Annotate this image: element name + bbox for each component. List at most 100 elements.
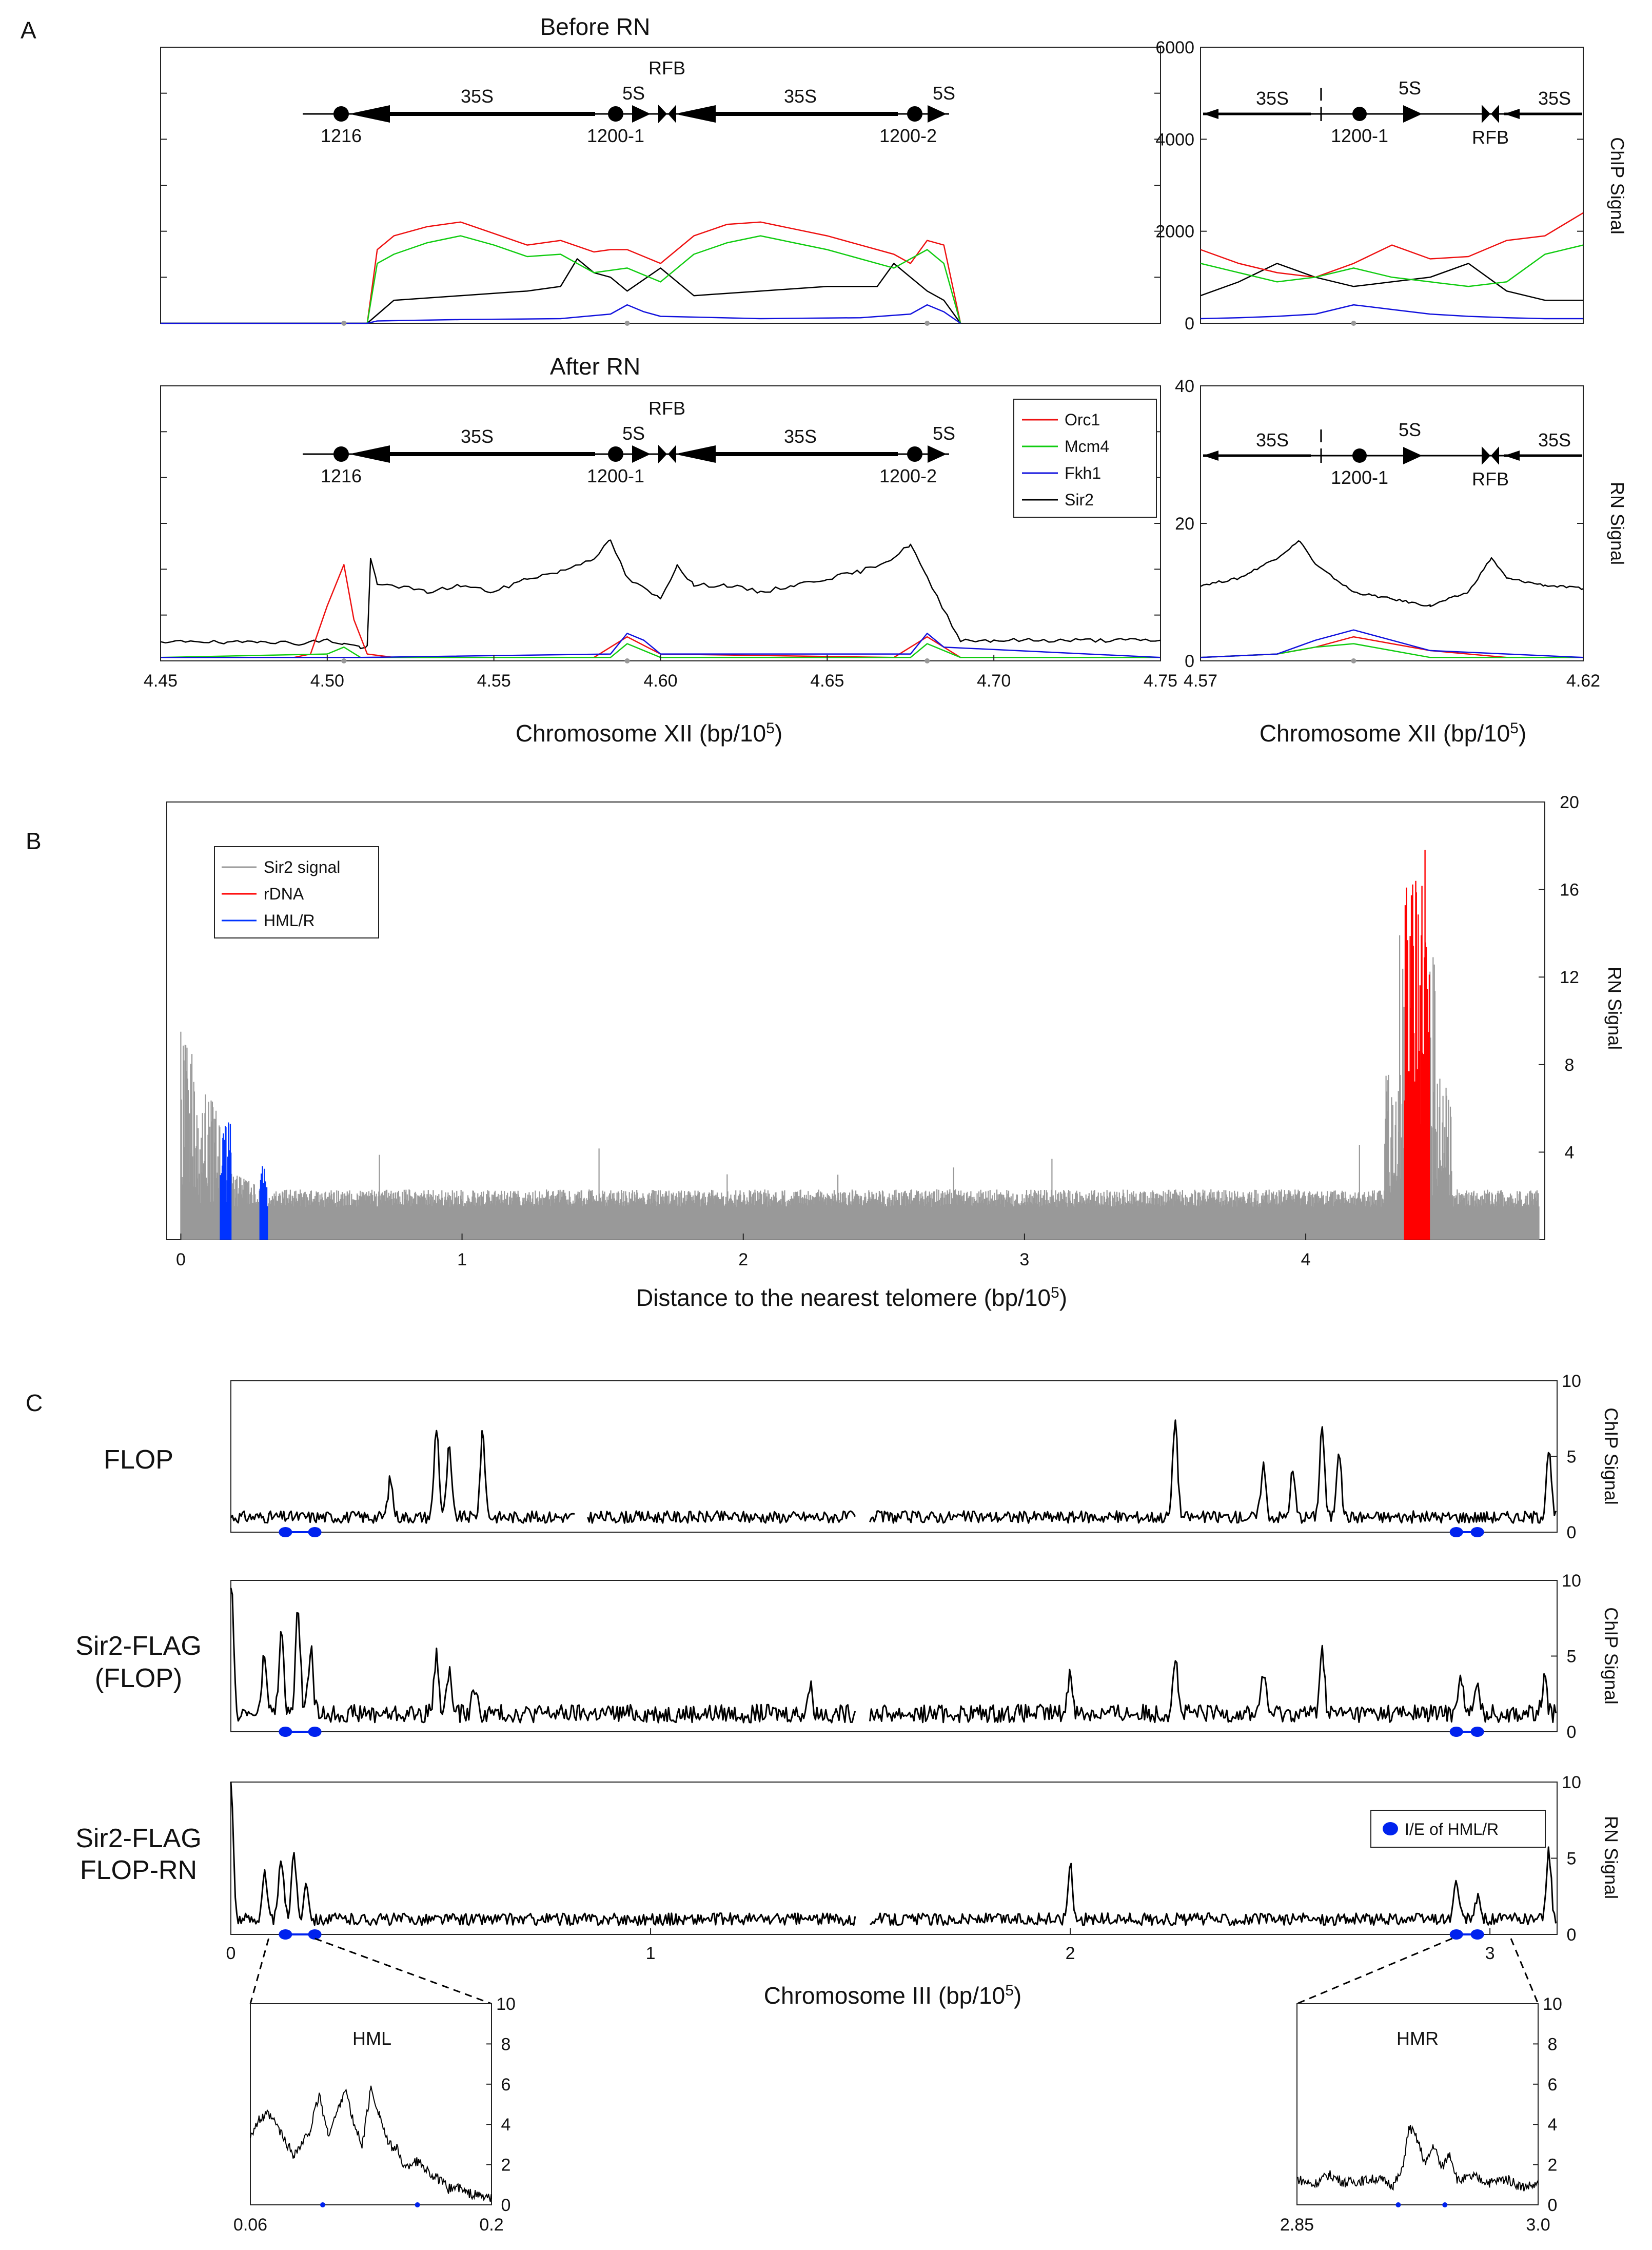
protein-legend: Orc1 Mcm4 Fkh1 Sir2 [1013, 399, 1157, 518]
rdna-35s-label: 35S [1538, 88, 1571, 109]
legend-label-sir2: Sir2 [1065, 491, 1094, 509]
series-sir2-line [160, 539, 1161, 650]
before-rn-zoom-rdna-map: 35S I 1200-1 5S RFB 35S [1203, 77, 1582, 148]
series-mcm4-line [160, 643, 1161, 658]
origin-dot [624, 321, 630, 326]
series-fkh1-line [161, 633, 1161, 658]
chromosome-xii-zoom-axis-title: Chromosome XII (bp/105) [1260, 720, 1526, 747]
x-tick-label: 0.2 [479, 2215, 503, 2235]
hml-inset-axes: 0 2 4 6 8 10 0.06 0.2 [233, 1994, 516, 2235]
x-tick-label: 4.55 [477, 671, 511, 691]
inset-signal-line [1296, 2125, 1539, 2192]
chromosome-iii-axis-title: Chromosome III (bp/105) [764, 1982, 1021, 2009]
rdna-35s-label: 35S [784, 86, 817, 107]
ars-1216-dot [333, 446, 349, 462]
before-rn-title: Before RN [540, 13, 651, 40]
ars-1200-1-label: 1200-1 [587, 465, 644, 486]
inset-marker [1395, 2202, 1401, 2207]
series-sir2-line [1200, 540, 1584, 608]
x-tick-label: 4.70 [977, 671, 1011, 691]
legend-label: rDNA [264, 885, 304, 903]
ars-1200-1-label: 1200-1 [1331, 125, 1388, 146]
series-fkh1-line [1200, 629, 1584, 658]
hmr-inset-title: HMR [1397, 2028, 1439, 2049]
series-orc1-line [161, 564, 1161, 658]
hml-hmr-legend: I/E of HML/R [1370, 1810, 1546, 1848]
legend-label-mcm4: Mcm4 [1065, 437, 1109, 456]
ars-1200-2-label: 1200-2 [879, 465, 937, 486]
flop-plot [230, 1419, 1557, 1537]
x-tick-label: 2 [1066, 1944, 1075, 1963]
series-orc1-line [161, 221, 961, 324]
rfb-mark [1482, 105, 1490, 123]
hml-inset-title: HML [352, 2028, 391, 2049]
sir2-flag-rn-plot [230, 1782, 1557, 1940]
y-tick-label: 0 [1548, 2196, 1558, 2215]
y-tick-label: 10 [1562, 1372, 1581, 1391]
legend-label-orc1: Orc1 [1065, 410, 1100, 429]
after-rn-zoom-rdna-map: 35S I 1200-1 5S RFB 35S [1203, 419, 1582, 490]
panel-letter-b: B [26, 828, 42, 854]
legend-label: Sir2 signal [264, 858, 340, 876]
y-tick-label: 0 [1567, 1723, 1577, 1742]
x-tick-label: 0.06 [233, 2215, 267, 2235]
rdna-5s-arrowhead [632, 105, 651, 123]
series-fkh1-line [161, 304, 961, 324]
rdna-35s-label: 35S [1256, 429, 1289, 451]
rfb-mark [658, 105, 667, 123]
rdna-35s-label: 35S [461, 426, 494, 447]
y-tick-label: 5 [1567, 1647, 1577, 1667]
sir2-flag-rn-plot-frame [230, 1782, 1558, 1935]
y-tick-label: 0 [1567, 1523, 1577, 1542]
rdna-5s-arrowhead [1403, 447, 1422, 464]
hmr-inset-axes: 0 2 4 6 8 10 2.85 3.0 [1280, 1994, 1562, 2235]
x-tick-label: 3 [1019, 1250, 1029, 1269]
origin-dot [925, 658, 930, 663]
y-tick-label: 5 [1567, 1447, 1577, 1467]
y-tick-label: 20 [1175, 514, 1194, 534]
row-label-sir2-flag: Sir2-FLAG (FLOP) [75, 1631, 202, 1693]
before-rn-zoom-plot-frame [1200, 47, 1584, 324]
ars-1200-2-dot [907, 446, 922, 462]
y-tick-label: 0 [1185, 652, 1194, 671]
x-tick-label: 4 [1301, 1250, 1311, 1269]
after-rn-plot-frame [160, 385, 1161, 661]
sir2-flag-rn-axis: 0 5 10 [1551, 1773, 1581, 1945]
chromosome-xii-axis-title: Chromosome XII (bp/105) [516, 720, 782, 747]
signal-line [230, 1588, 1557, 1724]
zoom-line [249, 1938, 270, 2004]
y-tick-label: 10 [1562, 1571, 1581, 1591]
series-mcm4-line [161, 235, 961, 324]
y-tick-label: 2 [1548, 2156, 1558, 2175]
hmr-inset-plot [1296, 2125, 1539, 2207]
ars-1216-label: 1216 [321, 465, 362, 486]
y-tick-label: 4000 [1155, 130, 1194, 149]
panel-letter-c: C [26, 1390, 43, 1416]
legend-label: I/E of HML/R [1405, 1820, 1499, 1838]
rfb-label: RFB [1472, 468, 1509, 490]
x-tick-label: 1 [646, 1944, 656, 1963]
rdna-35s-arrowhead [675, 105, 716, 123]
x-tick-label: 3 [1485, 1944, 1495, 1963]
y-tick-label: 4 [1548, 2115, 1558, 2135]
rdna-5s-label: 5S [933, 83, 955, 104]
hmr-inset-frame [1296, 2003, 1539, 2205]
y-tick-label: 0 [1185, 314, 1194, 334]
x-tick-label: 2.85 [1280, 2215, 1314, 2235]
zoom-line [1510, 1938, 1539, 2004]
ars-1200-2-label: 1200-2 [879, 125, 937, 146]
ars-1216-dot [333, 106, 349, 122]
panel-letter-a: A [21, 17, 36, 44]
x-tick-label: 4.65 [810, 671, 844, 691]
x-tick-label: 4.50 [310, 671, 344, 691]
flop-chip-axis: 0 5 10 [1551, 1372, 1581, 1542]
y-tick-label: 20 [1560, 793, 1579, 812]
before-rn-zoom-plot [1200, 212, 1584, 326]
y-tick-label: 6 [1548, 2075, 1558, 2095]
rfb-label: RFB [1472, 127, 1509, 148]
chromosome-xii-zoom-axis: 4.57 4.62 [1184, 671, 1600, 691]
x-tick-label: 0 [226, 1944, 236, 1963]
rfb-mark [658, 445, 667, 463]
